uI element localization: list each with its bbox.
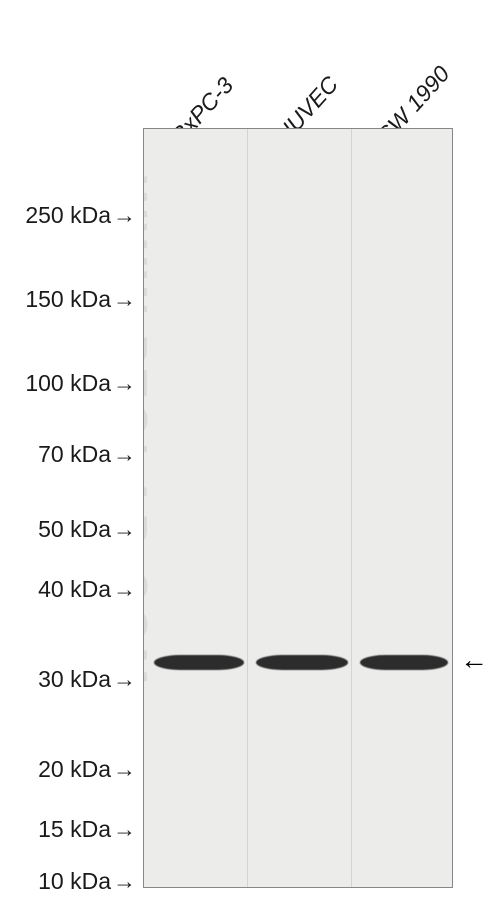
mw-marker-label: 250 kDa	[25, 202, 111, 229]
mw-marker-row: 20 kDa→	[0, 756, 140, 783]
arrow-right-icon: →	[113, 868, 136, 895]
western-blot-figure: BxPC-3HUVECSW 1990 WWW.PTGLAB.COM 250 kD…	[0, 0, 500, 903]
protein-band	[154, 655, 244, 670]
mw-marker-row: 40 kDa→	[0, 576, 140, 603]
arrow-right-icon: →	[113, 286, 136, 313]
mw-marker-row: 30 kDa→	[0, 666, 140, 693]
lane-divider	[247, 129, 248, 887]
watermark-text: WWW.PTGLAB.COM	[143, 176, 156, 690]
mw-marker-label: 10 kDa	[38, 868, 111, 895]
mw-marker-row: 50 kDa→	[0, 516, 140, 543]
mw-marker-row: 10 kDa→	[0, 868, 140, 895]
mw-marker-label: 40 kDa	[38, 576, 111, 603]
mw-marker-row: 150 kDa→	[0, 286, 140, 313]
arrow-right-icon: →	[113, 370, 136, 397]
mw-marker-label: 20 kDa	[38, 756, 111, 783]
band-pointer-arrow: ←	[460, 644, 488, 676]
mw-marker-label: 15 kDa	[38, 816, 111, 843]
arrow-right-icon: →	[113, 816, 136, 843]
arrow-right-icon: →	[113, 202, 136, 229]
arrow-right-icon: →	[113, 516, 136, 543]
mw-marker-label: 70 kDa	[38, 441, 111, 468]
mw-marker-row: 70 kDa→	[0, 441, 140, 468]
arrow-right-icon: →	[113, 576, 136, 603]
blot-membrane: WWW.PTGLAB.COM	[143, 128, 453, 888]
mw-marker-row: 15 kDa→	[0, 816, 140, 843]
mw-marker-label: 30 kDa	[38, 666, 111, 693]
mw-marker-row: 250 kDa→	[0, 202, 140, 229]
lane-divider	[351, 129, 352, 887]
arrow-right-icon: →	[113, 441, 136, 468]
mw-marker-label: 50 kDa	[38, 516, 111, 543]
protein-band	[360, 655, 448, 670]
mw-marker-row: 100 kDa→	[0, 370, 140, 397]
arrow-right-icon: →	[113, 666, 136, 693]
mw-marker-label: 150 kDa	[25, 286, 111, 313]
lane-labels-group: BxPC-3HUVECSW 1990	[0, 0, 500, 130]
mw-marker-label: 100 kDa	[25, 370, 111, 397]
protein-band	[256, 655, 348, 670]
arrow-right-icon: →	[113, 756, 136, 783]
